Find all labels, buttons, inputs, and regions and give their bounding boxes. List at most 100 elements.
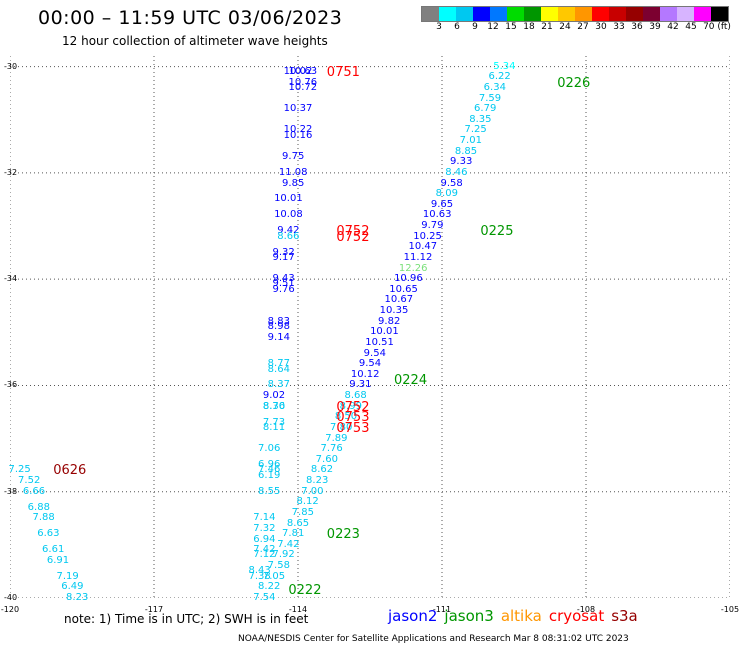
color-swatch bbox=[677, 7, 694, 21]
wave-height-value: 7.19 bbox=[56, 570, 79, 582]
latitude-tick-label: -36 bbox=[4, 380, 18, 390]
wave-height-value: 6.91 bbox=[46, 554, 70, 566]
pass-time-label: 0223 bbox=[326, 527, 360, 543]
wave-height-value: 9.33 bbox=[450, 156, 473, 168]
wave-height-value: 12.26 bbox=[398, 262, 428, 274]
wave-height-value: 6.19 bbox=[258, 469, 281, 481]
wave-height-value: 9.54 bbox=[363, 347, 386, 359]
wave-height-value: 8.66 bbox=[277, 230, 300, 242]
wave-height-value: 7.12 bbox=[253, 549, 276, 561]
wave-height-value: 7.89 bbox=[325, 432, 348, 444]
wave-height-value: 6.61 bbox=[42, 544, 65, 556]
wave-height-value: 9.65 bbox=[430, 198, 454, 210]
wave-height-value: 7.88 bbox=[32, 512, 55, 524]
wave-height-value: 11.12 bbox=[403, 251, 433, 263]
wave-height-value: 7.14 bbox=[253, 512, 276, 524]
wave-height-value: 9.82 bbox=[378, 315, 401, 327]
color-swatch bbox=[473, 7, 490, 21]
wave-height-value: 7.46 bbox=[258, 464, 281, 476]
wave-height-value: 8.98 bbox=[267, 321, 290, 332]
pass-time-label: 0224 bbox=[394, 373, 428, 389]
color-swatch bbox=[575, 7, 592, 21]
wave-height-value: 7.81 bbox=[282, 528, 305, 540]
wave-height-value: 8.11 bbox=[262, 421, 286, 433]
pass-time-label: 0225 bbox=[480, 224, 514, 240]
satellite-legend: jason2 jason3 altika cryosat s3a bbox=[388, 607, 645, 625]
wave-height-value: 10.01 bbox=[274, 193, 303, 205]
wave-height-value: 6.34 bbox=[483, 81, 506, 93]
color-scale-bar bbox=[421, 6, 729, 22]
wave-height-value: 9.85 bbox=[282, 177, 305, 189]
color-swatch bbox=[541, 7, 558, 21]
longitude-tick-label: -111 bbox=[432, 605, 452, 614]
wave-height-value: 7.85 bbox=[291, 506, 314, 518]
wave-height-value: 10.72 bbox=[288, 81, 318, 93]
wave-height-value: 9.51 bbox=[272, 278, 295, 290]
wave-height-value: 8.64 bbox=[267, 363, 290, 375]
wave-height-value: 10.02 bbox=[283, 65, 313, 77]
wave-height-value: 7.38 bbox=[248, 570, 271, 582]
wave-height-value: 9.54 bbox=[358, 358, 382, 370]
wave-height-value: 8.09 bbox=[435, 188, 458, 200]
wave-height-value: 9.31 bbox=[349, 379, 372, 391]
color-swatch bbox=[422, 7, 439, 21]
legend-s3a: s3a bbox=[611, 607, 638, 625]
wave-height-value: 10.51 bbox=[365, 336, 394, 348]
longitude-tick-label: -105 bbox=[720, 605, 740, 614]
wave-height-value: 9.76 bbox=[272, 283, 295, 295]
wave-height-value: 10.22 bbox=[283, 124, 313, 136]
wave-height-value: 10.67 bbox=[384, 294, 414, 306]
color-scale-label: 21 bbox=[541, 22, 553, 32]
wave-height-value: 7.58 bbox=[267, 560, 290, 572]
credit-line: NOAA/NESDIS Center for Satellite Applica… bbox=[238, 634, 629, 644]
wave-height-value: 7.76 bbox=[320, 443, 343, 455]
wave-height-value: 8.23 bbox=[306, 475, 329, 487]
color-swatch bbox=[456, 7, 473, 21]
latitude-tick-label: -32 bbox=[4, 167, 18, 177]
wave-height-value: 10.37 bbox=[283, 103, 313, 115]
page-title: 00:00 – 11:59 UTC 03/06/2023 bbox=[38, 7, 343, 29]
wave-height-value: 9.17 bbox=[272, 251, 295, 263]
wave-height-value: 7.92 bbox=[272, 549, 295, 561]
wave-height-value: 8.62 bbox=[310, 464, 334, 476]
longitude-tick-label: -114 bbox=[288, 605, 308, 614]
legend-jason3: jason3 bbox=[444, 607, 494, 625]
wave-height-value: 10.47 bbox=[408, 241, 438, 253]
wave-height-value: 7.00 bbox=[301, 485, 324, 497]
color-swatch bbox=[507, 7, 524, 21]
color-swatch bbox=[524, 7, 541, 21]
longitude-tick-label: -108 bbox=[576, 605, 596, 614]
color-swatch bbox=[592, 7, 609, 21]
pass-time-label: 0752 bbox=[336, 229, 370, 245]
wave-height-value: 10.12 bbox=[350, 368, 380, 380]
wave-height-value: 7.05 bbox=[262, 570, 286, 582]
pass-time-label: 0751 bbox=[326, 64, 360, 80]
wave-height-value: 8.70 bbox=[262, 400, 286, 412]
wave-height-value: 7.01 bbox=[459, 135, 482, 147]
color-scale-label: 33 bbox=[613, 22, 625, 32]
wave-height-value: 7.80 bbox=[330, 421, 353, 433]
wave-height-value: 6.94 bbox=[253, 533, 276, 545]
legend-altika: altika bbox=[500, 607, 542, 625]
color-scale-label: 9 bbox=[472, 22, 478, 32]
wave-height-value: 10.63 bbox=[422, 209, 452, 221]
pass-time-label: 0752 bbox=[336, 399, 370, 415]
latitude-tick-label: -30 bbox=[4, 61, 18, 71]
color-swatch bbox=[609, 7, 626, 21]
color-scale-label: 42 bbox=[667, 22, 679, 32]
color-swatch bbox=[694, 7, 711, 21]
wave-height-value: 6.88 bbox=[27, 501, 50, 513]
wave-height-value: 8.22 bbox=[258, 581, 281, 593]
wave-height-value: 8.55 bbox=[258, 485, 281, 497]
wave-height-value: 8.50 bbox=[334, 411, 358, 423]
map-plot-area: -30 -32 -34 -36 -38 -40 -120 -117 -114 -111 -108 -1… bbox=[1, 56, 739, 614]
color-scale-label: 45 bbox=[685, 22, 697, 32]
wave-height-value: 7.25 bbox=[464, 124, 487, 136]
wave-height-value: 7.25 bbox=[8, 464, 31, 476]
latitude-tick-label: -40 bbox=[4, 593, 18, 602]
color-swatch bbox=[711, 7, 728, 21]
page-subtitle: 12 hour collection of altimeter wave hei… bbox=[62, 34, 328, 48]
wave-height-value: 7.54 bbox=[253, 592, 276, 603]
wave-height-value: 6.63 bbox=[37, 528, 60, 540]
wave-height-value: 11.08 bbox=[278, 166, 308, 178]
